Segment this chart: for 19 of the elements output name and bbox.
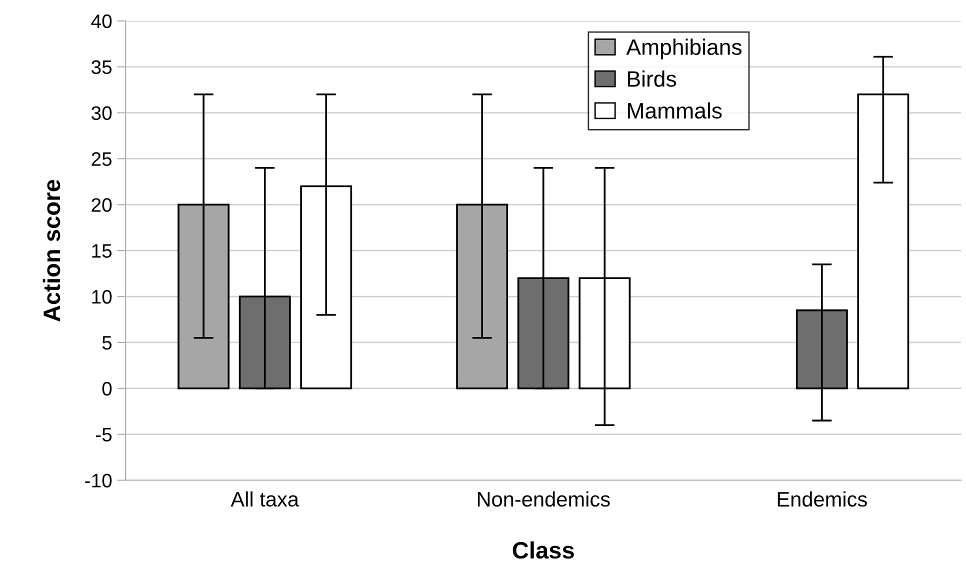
y-tick-label: 30 [92,106,112,120]
legend-label: Amphibians [626,38,742,60]
y-tick-label: 15 [92,244,112,258]
y-tick-label: 20 [92,198,112,212]
y-tick-label: 40 [91,14,112,28]
y-tick-label: -5 [96,428,112,442]
x-tick-label: Endemics [778,491,867,507]
legend-label: Birds [628,70,676,87]
y-tick-label: 35 [92,60,112,74]
x-axis-title: Class [512,541,574,559]
y-tick-label: -10 [85,474,112,488]
y-tick-label: 10 [92,290,112,304]
x-tick-label: All taxa [230,491,300,507]
x-tick-label: Non-endemics [478,491,610,507]
y-tick-label: 5 [102,336,112,350]
legend-label: Mammals [628,102,722,119]
y-tick-label: 25 [92,152,112,166]
y-axis-title: Action score [42,180,60,322]
y-tick-label: 0 [102,382,112,396]
